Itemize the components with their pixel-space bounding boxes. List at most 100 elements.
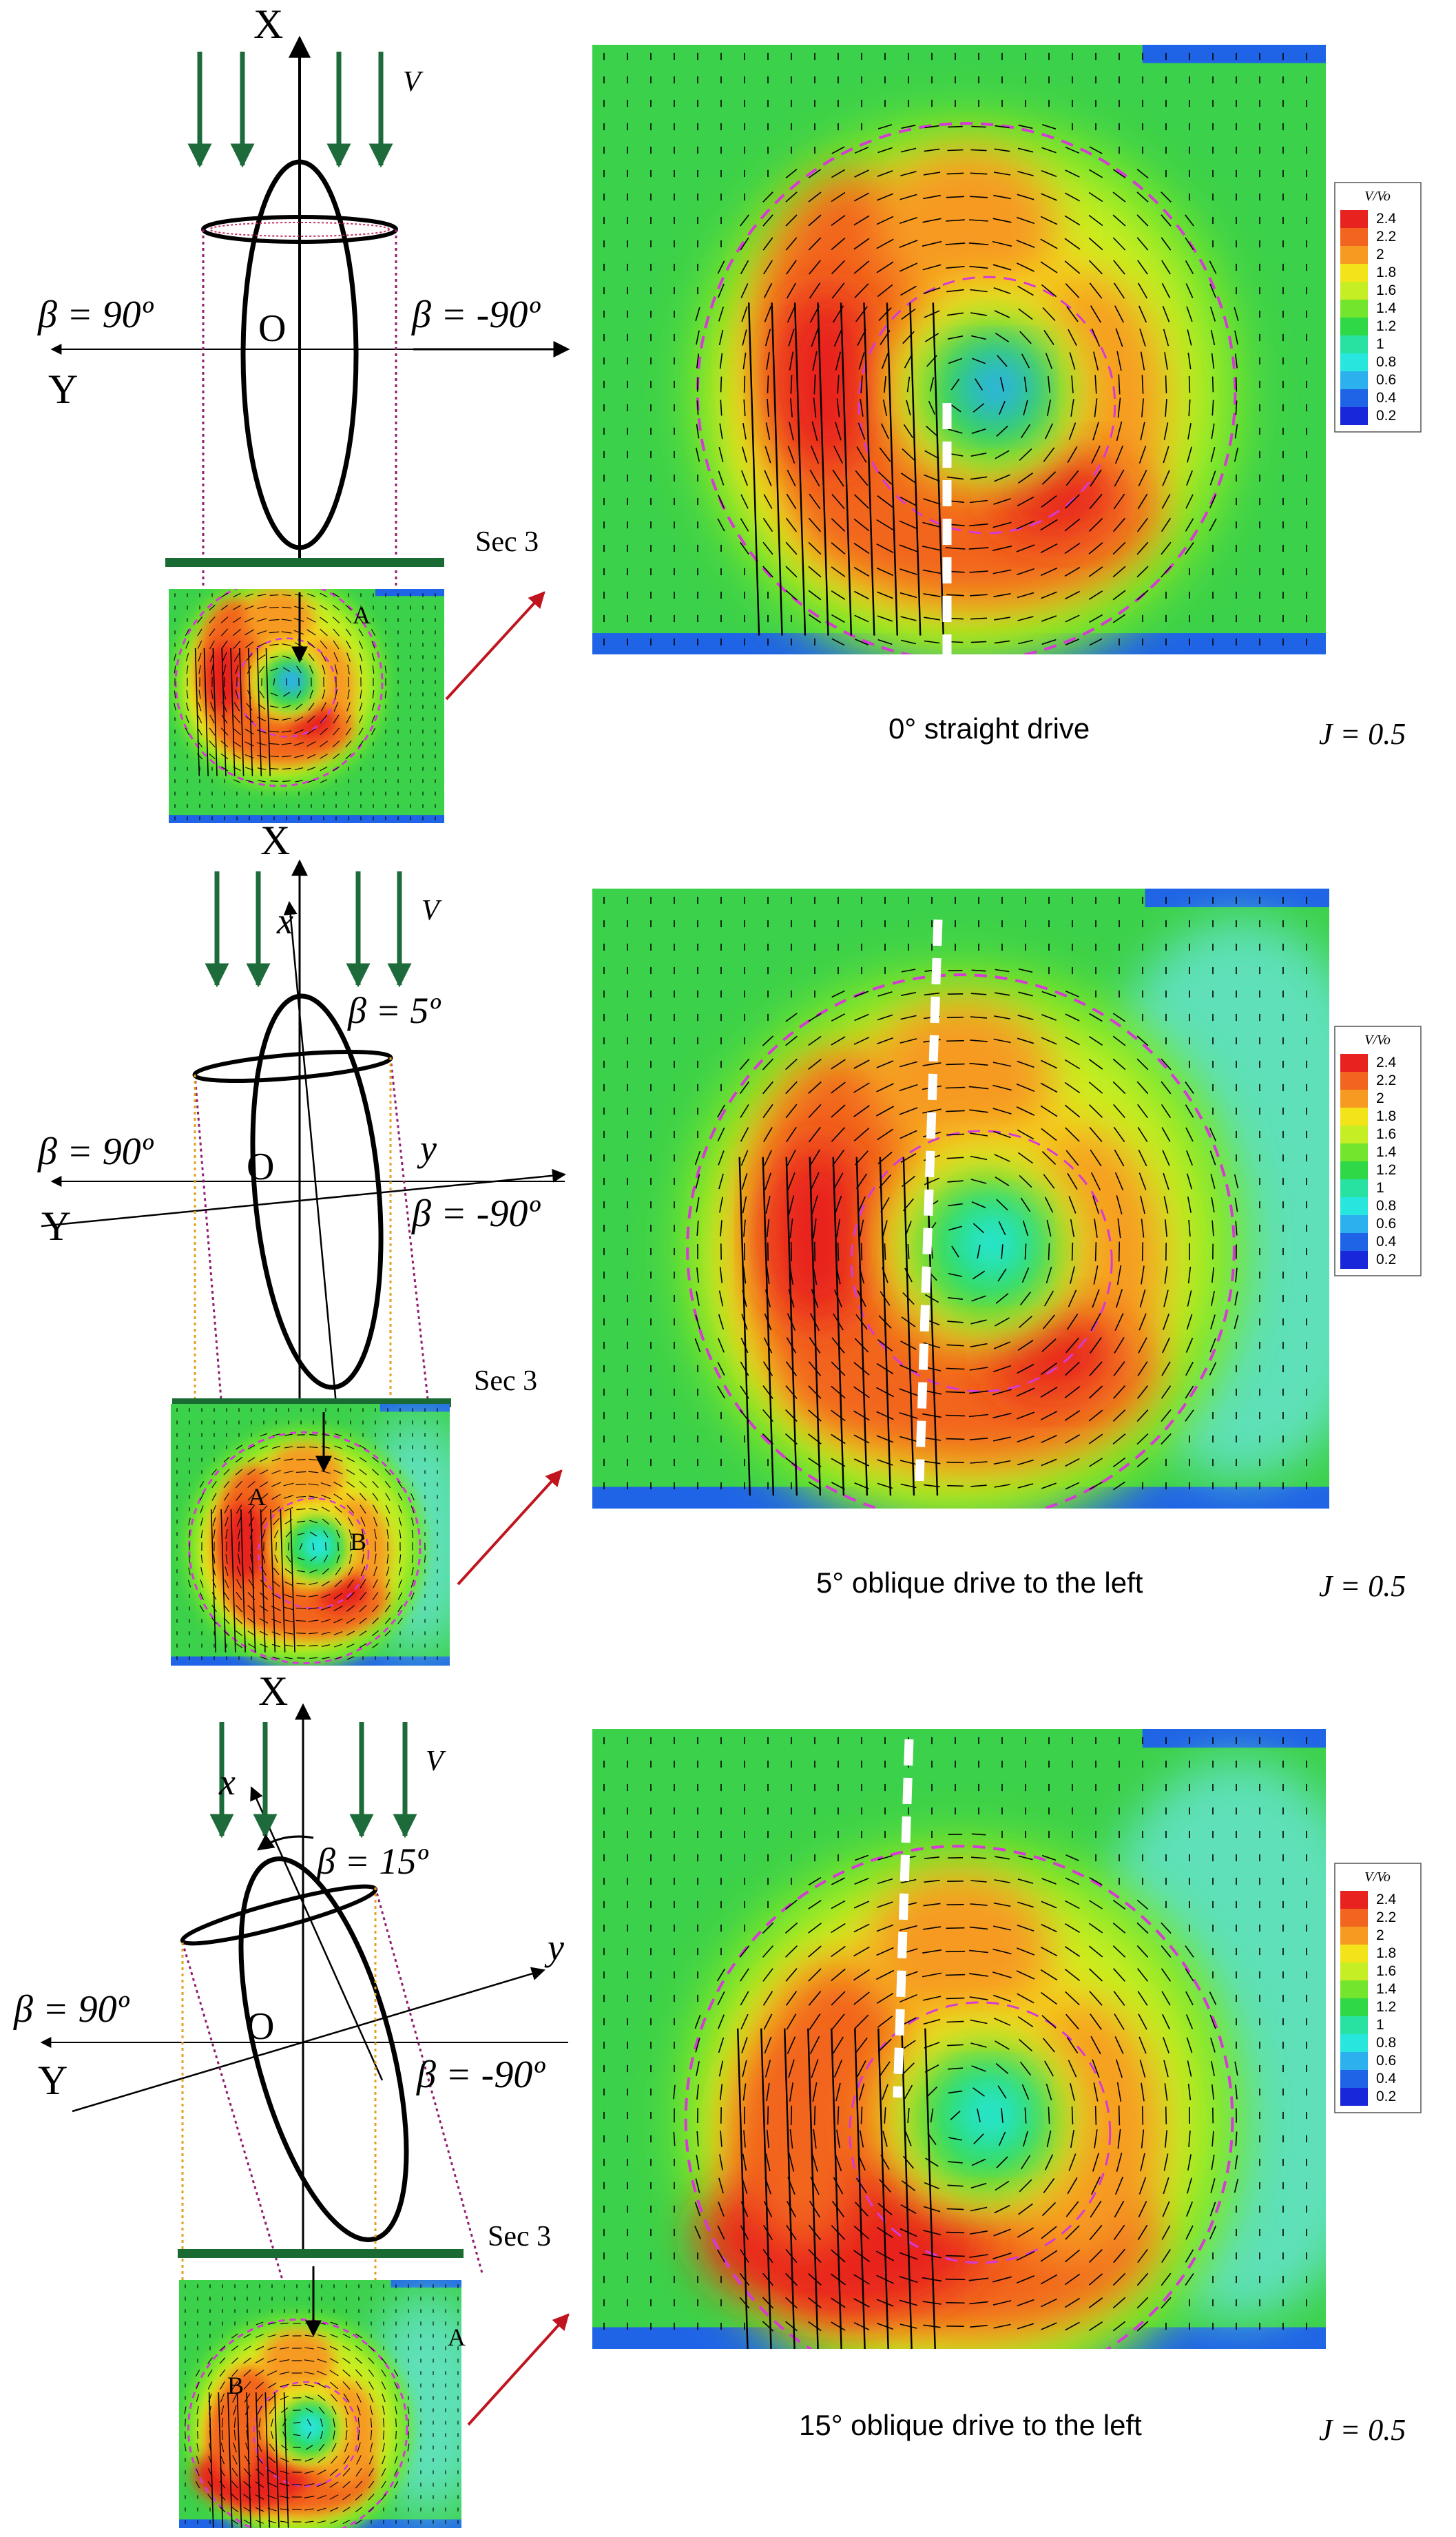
colorbar-tick-label: 1 xyxy=(1376,1180,1384,1196)
rotated-y-label: y xyxy=(417,1128,437,1169)
colorbar-tick-label: 0.4 xyxy=(1376,390,1397,406)
colorbar-tick-label: 0.8 xyxy=(1376,1198,1396,1214)
colorbar-tick-label: 0.2 xyxy=(1376,1252,1396,1267)
colorbar-swatch xyxy=(1340,2088,1368,2106)
colorbar-swatch xyxy=(1340,228,1368,246)
beta-drift-label: β = 5º xyxy=(347,990,441,1031)
colorbar-swatch xyxy=(1340,1233,1368,1251)
colorbar-tick-label: 0.6 xyxy=(1376,2053,1396,2069)
hull-ellipse xyxy=(250,993,384,1390)
colorbar-tick-label: 0.4 xyxy=(1376,1234,1397,1250)
beta-90-label: β = 90º xyxy=(13,1988,130,2031)
colorbar-tick-label: 0.6 xyxy=(1376,1216,1396,1232)
projection-line-right xyxy=(374,1887,483,2274)
section-3-label: Sec 3 xyxy=(474,1365,537,1397)
panel-5deg-oblique: V X x Y y O β = 5º β = 90º β = -90º Sec … xyxy=(37,818,1422,1666)
colorbar-swatch xyxy=(1340,1072,1368,1090)
advance-ratio-label: J = 0.5 xyxy=(1319,1569,1406,1603)
colorbar-swatch xyxy=(1340,1215,1368,1233)
colorbar-tick-label: 1.6 xyxy=(1376,282,1396,298)
colorbar-swatch xyxy=(1340,1980,1368,1998)
point-A-label: A xyxy=(448,2323,466,2351)
colorbar-swatch xyxy=(1340,1927,1368,1945)
colorbar-swatch xyxy=(1340,300,1368,318)
colorbar-tick-label: 0.4 xyxy=(1376,2071,1397,2086)
point-B-label: B xyxy=(227,2372,244,2399)
colorbar-swatch xyxy=(1340,1909,1368,1927)
rotated-y-axis-line xyxy=(41,1168,566,1228)
rotated-y-label: y xyxy=(544,1927,564,1968)
colorbar-tick-label: 2.4 xyxy=(1376,1892,1397,1907)
inflow-arrows xyxy=(209,1722,417,1839)
colorbar-tick-label: 1.8 xyxy=(1376,1108,1396,1124)
colorbar-swatch xyxy=(1340,246,1368,264)
colorbar-tick-label: 2 xyxy=(1376,247,1384,262)
colorbar-tick-label: 0.2 xyxy=(1376,408,1396,424)
section-3-label: Sec 3 xyxy=(488,2221,551,2253)
large-velocity-field xyxy=(592,1729,1326,2349)
colorbar-swatch xyxy=(1340,2016,1368,2034)
zoom-arrow xyxy=(445,591,545,701)
colorbar-tick-label: 2.2 xyxy=(1376,229,1396,245)
large-velocity-field xyxy=(592,45,1326,654)
beta-minus-90-label: β = -90º xyxy=(416,2053,545,2096)
colorbar-swatch xyxy=(1340,1179,1368,1197)
large-velocity-field xyxy=(592,889,1329,1509)
hull-ellipse xyxy=(240,159,359,550)
flow-velocity-label: V xyxy=(422,895,442,926)
centerline-marker xyxy=(893,1739,914,2098)
colorbar-tick-label: 1.8 xyxy=(1376,265,1396,280)
colorbar-swatch xyxy=(1340,1891,1368,1909)
propeller-inner xyxy=(209,222,390,237)
origin-label: O xyxy=(258,307,286,350)
colorbar-tick-label: 1.6 xyxy=(1376,1963,1396,1979)
colorbar-swatch xyxy=(1340,1945,1368,1963)
rotated-x-axis-line xyxy=(283,901,339,1420)
colorbar-swatch xyxy=(1340,407,1368,425)
flow-velocity-label: V xyxy=(403,66,424,98)
colorbar-legend: V/Vo 2.4 2.2 2 1.8 1.6 1.4 1.2 1 0.8 0.6 0.4 0.2 xyxy=(1334,1863,1422,2113)
colorbar-tick-label: 1.8 xyxy=(1376,1945,1396,1961)
colorbar-swatch xyxy=(1340,353,1368,371)
origin-label: O xyxy=(247,1146,274,1188)
rotated-x-label: x xyxy=(218,1761,236,1803)
colorbar-swatch xyxy=(1340,1251,1368,1269)
colorbar-tick-label: 0.6 xyxy=(1376,372,1396,388)
colorbar-swatch xyxy=(1340,318,1368,335)
point-A-label: A xyxy=(353,601,371,629)
axis-X-label: X xyxy=(253,1,283,47)
colorbar-swatch xyxy=(1340,1963,1368,1980)
colorbar-swatch xyxy=(1340,282,1368,300)
colorbar-swatch xyxy=(1340,1126,1368,1143)
ship-schematic: V X x Y y O β = 5º β = 90º β = -90º Sec … xyxy=(37,818,566,1653)
colorbar-tick-label: 2.4 xyxy=(1376,1055,1397,1070)
beta-minus-90-label: β = -90º xyxy=(411,1192,541,1235)
section-3-bar xyxy=(178,2249,464,2258)
section-3-bar xyxy=(165,558,444,567)
colorbar-tick-label: 2 xyxy=(1376,1090,1384,1106)
colorbar-swatch xyxy=(1340,1197,1368,1215)
colorbar-tick-label: 1.4 xyxy=(1376,300,1397,316)
colorbar-swatch xyxy=(1340,210,1368,228)
rotated-y-axis-line xyxy=(72,1967,545,2113)
colorbar-tick-label: 1 xyxy=(1376,2017,1384,2033)
advance-ratio-label: J = 0.5 xyxy=(1319,2413,1406,2447)
section-3-label: Sec 3 xyxy=(475,526,539,558)
zoom-arrow xyxy=(457,1469,563,1586)
colorbar-title: V/Vo xyxy=(1364,189,1391,204)
panel-caption: 0° straight drive xyxy=(888,712,1090,745)
colorbar-swatch xyxy=(1340,2070,1368,2088)
colorbar-tick-label: 1.4 xyxy=(1376,1981,1397,1997)
flow-velocity-label: V xyxy=(426,1746,446,1777)
colorbar-swatch xyxy=(1340,371,1368,389)
beta-drift-label: β = 15º xyxy=(316,1841,428,1882)
beta-90-label: β = 90º xyxy=(37,293,154,336)
axis-Y-label: Y xyxy=(41,1203,71,1249)
inflow-arrows xyxy=(205,871,412,988)
colorbar-swatch xyxy=(1340,1090,1368,1108)
beta-minus-90-label: β = -90º xyxy=(411,293,541,336)
advance-ratio-label: J = 0.5 xyxy=(1319,717,1406,751)
colorbar-swatch xyxy=(1340,264,1368,282)
small-velocity-field xyxy=(179,2280,461,2528)
